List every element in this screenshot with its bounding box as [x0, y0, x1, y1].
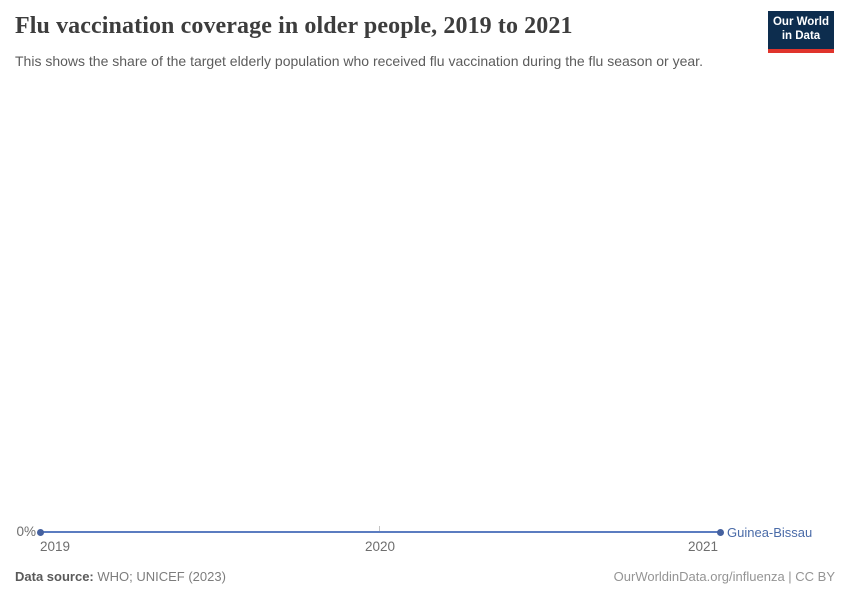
- series-line-guinea-bissau: [40, 531, 720, 533]
- x-tick-label-2021: 2021: [687, 539, 718, 554]
- data-source-label: Data source:: [15, 569, 94, 584]
- owid-logo[interactable]: Our World in Data: [768, 11, 834, 53]
- x-axis-tick-2020: [379, 526, 380, 531]
- line-end-point: [717, 529, 724, 536]
- y-axis-tick-label-0pct: 0%: [16, 524, 36, 539]
- data-source-value: WHO; UNICEF (2023): [93, 569, 226, 584]
- owid-logo-line2: in Data: [781, 30, 821, 42]
- line-start-point: [37, 529, 44, 536]
- x-tick-label-2020: 2020: [364, 539, 396, 554]
- chart-subtitle: This shows the share of the target elder…: [15, 53, 703, 69]
- data-source-note: Data source: WHO; UNICEF (2023): [15, 569, 226, 584]
- page-title: Flu vaccination coverage in older people…: [15, 13, 573, 39]
- owid-logo-line1: Our World: [772, 16, 829, 29]
- series-label-guinea-bissau: Guinea-Bissau: [727, 525, 813, 540]
- x-tick-label-2019: 2019: [40, 539, 71, 554]
- license-link[interactable]: OurWorldinData.org/influenza | CC BY: [613, 569, 835, 584]
